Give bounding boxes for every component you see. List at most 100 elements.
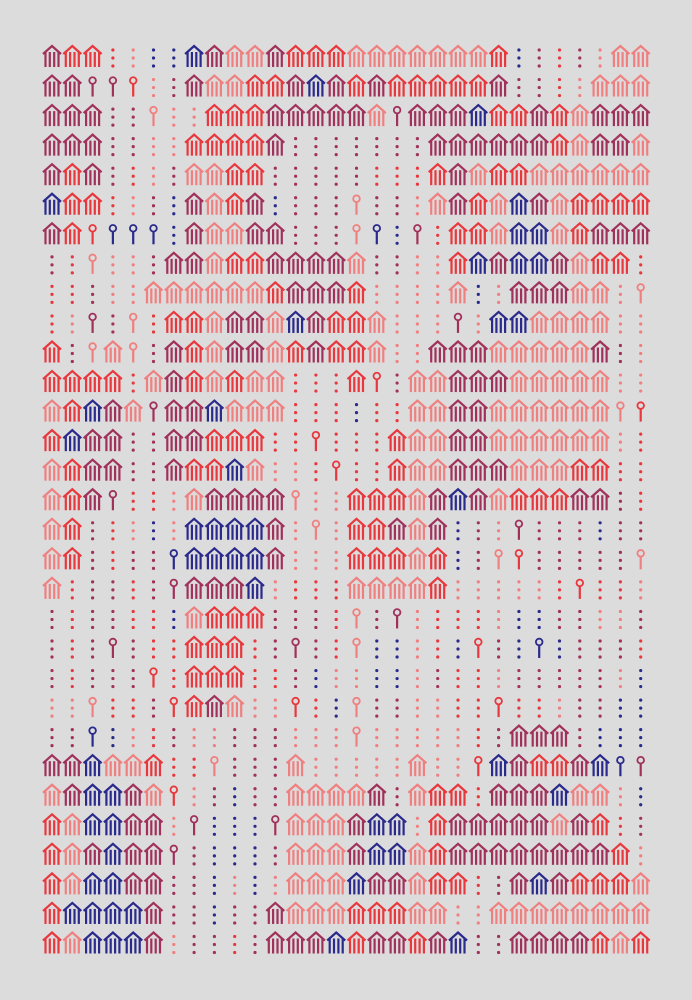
dot — [273, 714, 277, 718]
temple-roof — [326, 103, 346, 114]
temple-roof — [82, 901, 103, 912]
temple-roof — [184, 517, 204, 528]
temple-roof — [164, 340, 184, 351]
pin-glyph — [169, 844, 178, 865]
temple-glyph — [285, 310, 306, 333]
dot — [334, 196, 338, 200]
dot — [618, 359, 623, 364]
temple-glyph — [164, 458, 184, 481]
dot — [537, 93, 541, 98]
dot — [172, 507, 176, 511]
temple-roof — [103, 812, 123, 824]
temple-roof — [42, 162, 62, 174]
temple-roof — [42, 340, 62, 351]
dot — [557, 85, 562, 90]
dots-glyph — [273, 432, 277, 452]
pin-glyph — [352, 696, 361, 718]
dot — [172, 875, 176, 880]
temple-roof — [224, 369, 245, 380]
dots-glyph — [476, 550, 480, 570]
temple-glyph — [62, 192, 83, 215]
dot — [415, 744, 419, 748]
dot — [294, 448, 298, 452]
temple-glyph — [184, 280, 204, 304]
dot — [618, 537, 623, 541]
dot — [273, 854, 277, 858]
temple-roof — [570, 842, 590, 853]
dot — [192, 736, 196, 740]
dot — [537, 706, 541, 710]
temple-roof — [103, 369, 123, 380]
dots-glyph — [50, 255, 54, 275]
temple-roof — [123, 901, 143, 912]
temple-roof — [590, 753, 610, 765]
dots-glyph — [415, 255, 419, 275]
pin-glyph — [210, 756, 219, 777]
dots-glyph — [70, 580, 74, 600]
dot — [131, 558, 135, 562]
temple-glyph — [387, 428, 407, 452]
temple-glyph — [204, 162, 225, 186]
dot — [111, 174, 115, 178]
dot — [334, 145, 338, 149]
dot — [334, 698, 338, 702]
dot — [294, 196, 298, 200]
dot — [131, 655, 135, 659]
dot — [192, 921, 196, 925]
dots-glyph — [557, 639, 562, 659]
dot — [537, 64, 541, 68]
temple-roof — [82, 458, 103, 469]
dots-glyph — [415, 668, 419, 689]
dot — [131, 373, 135, 377]
dots-glyph — [273, 787, 277, 807]
temple-roof — [306, 340, 326, 351]
temple-glyph — [245, 162, 265, 186]
dot — [70, 706, 74, 710]
dot — [618, 529, 623, 533]
dots-glyph — [618, 432, 623, 452]
dot — [395, 212, 399, 216]
dot — [131, 271, 135, 275]
temple-roof — [488, 340, 509, 351]
temple-glyph — [427, 162, 448, 186]
dot — [314, 639, 318, 643]
dots-glyph — [557, 48, 562, 68]
dots-glyph — [537, 609, 541, 630]
dot — [70, 728, 74, 732]
dot — [314, 137, 318, 141]
temple-glyph — [245, 399, 265, 422]
temple-roof — [245, 221, 265, 233]
dots-glyph — [253, 787, 257, 807]
temple-glyph — [204, 192, 225, 215]
dots-glyph — [253, 639, 257, 659]
dots-glyph — [476, 314, 480, 334]
dot — [314, 757, 318, 761]
dot — [456, 684, 460, 689]
temple-glyph — [488, 162, 509, 186]
dot — [395, 795, 399, 799]
temple-glyph — [164, 369, 184, 393]
temple-glyph — [427, 340, 448, 363]
temple-glyph — [529, 812, 549, 836]
temple-roof — [509, 192, 529, 203]
dot — [111, 64, 115, 68]
dot — [314, 225, 318, 229]
dot — [375, 403, 379, 407]
dot — [334, 499, 338, 503]
temple-glyph — [346, 931, 367, 954]
dot — [111, 145, 115, 149]
dot — [131, 684, 135, 689]
temple-roof — [103, 340, 123, 351]
dots-glyph — [50, 314, 54, 334]
dot — [172, 537, 176, 541]
dot — [598, 617, 602, 622]
dot — [172, 115, 176, 119]
dot — [598, 706, 602, 710]
temple-glyph — [529, 487, 549, 511]
dot — [354, 145, 359, 149]
temple-glyph — [427, 812, 448, 836]
dot — [294, 529, 298, 533]
temple-glyph — [590, 458, 610, 481]
temple-roof — [62, 133, 83, 144]
temple-glyph — [549, 458, 570, 481]
